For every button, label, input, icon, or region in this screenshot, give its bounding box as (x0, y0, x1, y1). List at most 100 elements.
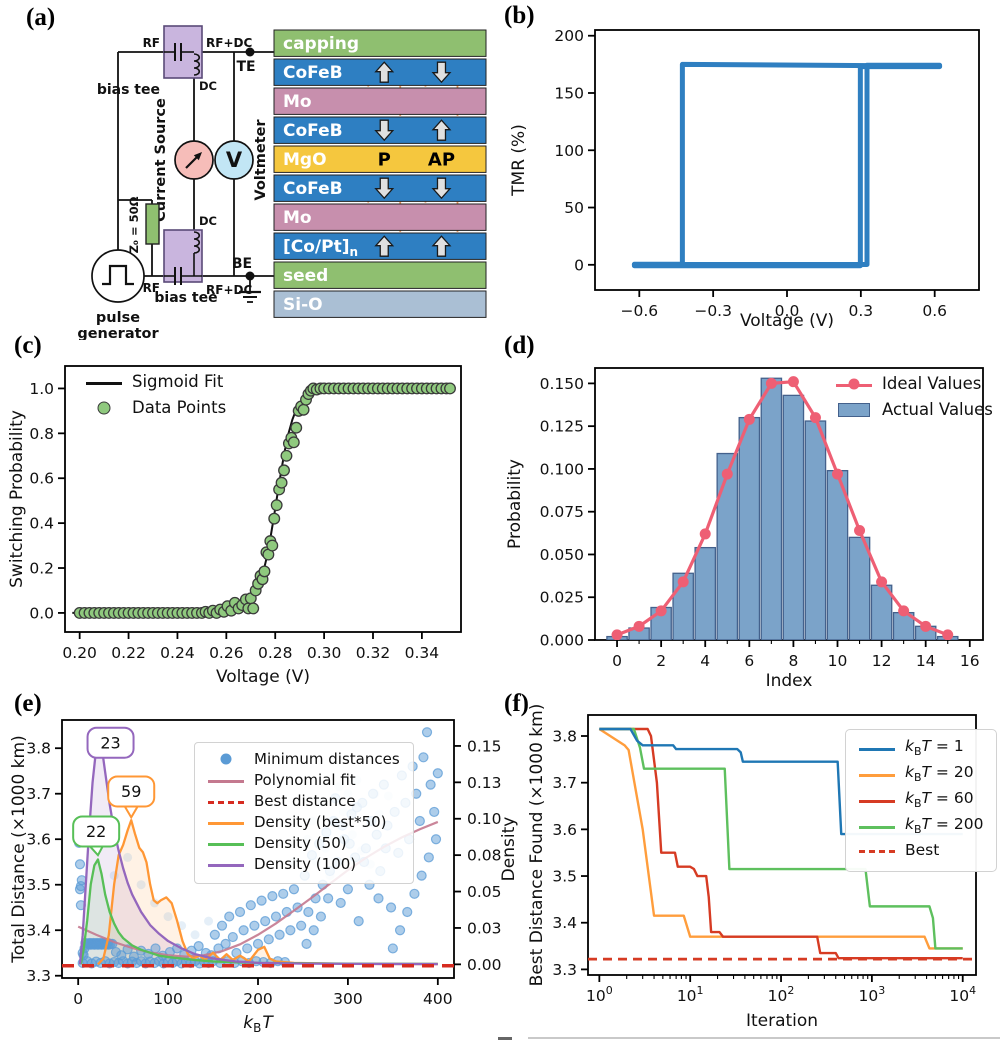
swatch-dot (220, 753, 232, 765)
scatter-point (209, 929, 220, 940)
y-tick-label: 50 (564, 199, 584, 217)
current-source-arrow (185, 156, 198, 169)
switching-probability-chart: 0.20 0.22 0.24 0.26 0.28 0.30 0.32 0.34 0.0 0.2 0.… (7, 365, 462, 687)
y-axis-label: Total Distance (×1000 km) (9, 735, 29, 963)
tmr-hysteresis-chart: −0.6 −0.3 0.0 0.3 0.6 0 50 100 150 200 Voltage (V)… (509, 27, 980, 331)
x-tick-label: −0.3 (694, 302, 732, 320)
scatter-point (252, 938, 264, 949)
swatch-line (859, 850, 895, 854)
density-line (97, 819, 438, 966)
panel-c-label: (c) (14, 332, 42, 359)
stack-layer-label: MgO (283, 150, 327, 170)
y-tick-label: 0.6 (29, 470, 54, 488)
bias-tee-bottom-box (163, 229, 203, 283)
scatter-point (278, 888, 289, 899)
scatter-point (430, 834, 442, 845)
x-tick-label: 0.20 (62, 644, 97, 662)
density-line (78, 734, 438, 966)
x-tick-label: 0.24 (160, 644, 195, 662)
ideal-marker (611, 629, 623, 640)
voltmeter-label: Voltmeter (253, 119, 269, 201)
pow-base: 10 (859, 987, 879, 1005)
y2-tick-label: 0.10 (467, 810, 502, 828)
swatch-line (208, 864, 244, 867)
y-tick-label: 0.2 (29, 560, 54, 578)
scatter-point (263, 934, 274, 945)
panel-b-chart: −0.6 −0.3 0.0 0.3 0.6 0 50 100 150 200 Voltage (V)… (492, 0, 997, 338)
bar (738, 416, 761, 640)
scatter-point (342, 884, 354, 895)
density-line (79, 858, 438, 966)
scatter-point (285, 925, 296, 936)
legend-label: Ideal Values (882, 374, 982, 393)
scatter-point (242, 943, 253, 954)
panel-a-diagram: RF RF+DC DC bias tee DC RF RF+DC bias tee Curren… (18, 4, 492, 344)
panel-e-legend: Minimum distances Polynomial fit Best dist… (194, 742, 414, 884)
y-tick-label: 0.025 (540, 589, 584, 607)
scatter-point (303, 906, 314, 918)
x-tick-label: 103 (859, 984, 886, 1005)
y-axis-label: Switching Probability (7, 410, 27, 588)
pow-exp: 2 (787, 984, 794, 997)
x-tick-label: 0.30 (307, 644, 342, 662)
scatter-point (260, 916, 271, 927)
scatter-point (245, 900, 256, 911)
swatch-line (859, 773, 895, 777)
y-tick-label: 0.075 (540, 503, 584, 521)
y-tick-label: 0.050 (540, 546, 584, 564)
scatter-point (418, 752, 429, 763)
Tlabel: T (262, 1013, 274, 1033)
stack-layer-label: capping (283, 34, 359, 54)
panel-d-legend: Ideal Values Actual Values (836, 374, 993, 426)
x-axis-label: Index (766, 671, 813, 690)
data-point (275, 476, 288, 489)
y-tick-label: 150 (554, 84, 584, 102)
panel-a-label: (a) (26, 4, 56, 31)
ideal-marker (898, 605, 910, 617)
legend-swatch-line-marker (836, 377, 872, 391)
scatter-point (216, 920, 228, 931)
legend-label: Best distance (254, 792, 356, 810)
pow-exp: 4 (969, 984, 976, 997)
data-point (266, 539, 279, 552)
scatter-point (323, 893, 334, 904)
y-tick-label: 0.100 (540, 460, 584, 478)
y-tick-label: 0.0 (29, 604, 54, 622)
callout-text: 59 (121, 782, 141, 801)
pow-base: 10 (586, 987, 606, 1005)
klabel: k (243, 1013, 254, 1033)
x-tick-label: 0.26 (209, 644, 244, 662)
legend-swatch-line (208, 836, 244, 850)
x-tick-label: 100 (153, 990, 183, 1008)
swatch-dot (97, 401, 111, 414)
scatter-point (402, 906, 413, 918)
panel-f-chart: 100 101 102 103 104 3.3 3.4 3.5 3.6 3.7 3.8 Iterati… (526, 690, 1000, 1043)
ideal-marker (809, 412, 821, 424)
ideal-marker (787, 376, 799, 388)
legend-swatch-line (208, 857, 244, 871)
impedance-resistor (145, 203, 160, 245)
te-label: TE (236, 59, 255, 75)
rf-label: RF (143, 36, 160, 50)
legend-item: Polynomial fit (208, 771, 400, 789)
scatter-point (414, 815, 425, 827)
legend-label: kBT = 60 (905, 789, 974, 811)
legend-swatch-line (859, 819, 895, 833)
y-axis-label: TMR (%) (509, 124, 529, 197)
callout-text: 23 (100, 733, 120, 752)
annotation-callout: 23 (86, 726, 135, 759)
data-point (297, 403, 310, 416)
y-tick-label: 3.5 (552, 868, 577, 886)
x-tick-label: 0 (73, 990, 83, 1008)
swatch-line (86, 381, 122, 385)
stack-layer-label: seed (283, 266, 328, 286)
bar (694, 546, 717, 640)
x-tick-label: 104 (949, 984, 976, 1005)
y-tick-label: 3.7 (26, 785, 51, 803)
swatch-line (859, 799, 895, 803)
be-node (245, 271, 255, 281)
stack-layer-label: [Co/Pt]n (283, 237, 358, 259)
x-tick-label: 4 (700, 652, 710, 670)
annotation-callout: 22 (72, 815, 121, 857)
